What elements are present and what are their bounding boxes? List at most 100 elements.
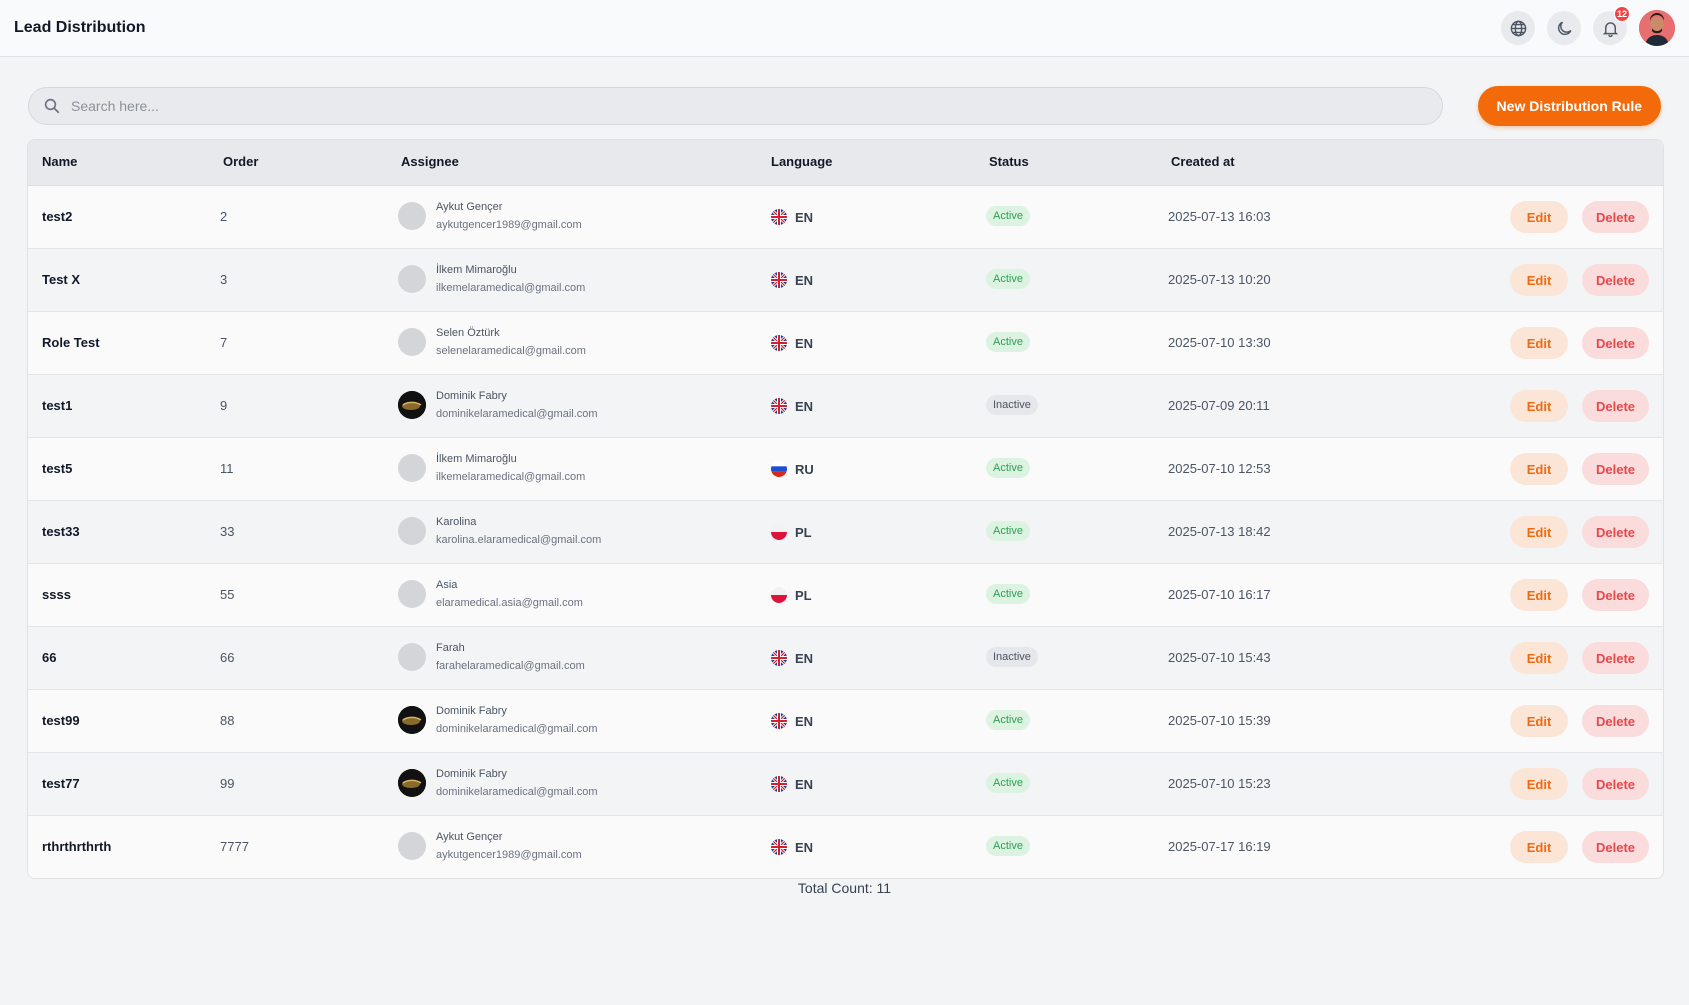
delete-button[interactable]: Delete [1582, 642, 1649, 674]
language-code: EN [795, 776, 814, 792]
column-header-language[interactable]: Language [771, 154, 833, 169]
row-actions: Edit Delete [1510, 579, 1649, 611]
edit-button[interactable]: Edit [1510, 705, 1568, 737]
column-header-created-at[interactable]: Created at [1171, 154, 1235, 169]
edit-button[interactable]: Edit [1510, 768, 1568, 800]
rule-name: Role Test [42, 335, 100, 350]
table-row: test33 33 Karolina karolina.elaramedical… [28, 501, 1663, 564]
assignee-email: selenelaramedical@gmail.com [436, 345, 586, 357]
moon-icon [1557, 21, 1571, 35]
column-header-assignee[interactable]: Assignee [401, 154, 459, 169]
table-row: test5 11 İlkem Mimaroğlu ilkemelaramedic… [28, 438, 1663, 501]
column-header-order[interactable]: Order [223, 154, 259, 169]
notification-badge: 12 [1613, 6, 1630, 22]
assignee-name: Karolina [436, 516, 477, 528]
assignee: Farah farahelaramedical@gmail.com [398, 639, 585, 675]
table-body: test2 2 Aykut Gençer aykutgencer1989@gma… [28, 186, 1663, 878]
assignee: Asia elaramedical.asia@gmail.com [398, 576, 583, 612]
delete-button[interactable]: Delete [1582, 327, 1649, 359]
delete-button[interactable]: Delete [1582, 453, 1649, 485]
assignee-name: Dominik Fabry [436, 705, 507, 717]
table-row: 66 66 Farah farahelaramedical@gmail.com … [28, 627, 1663, 690]
search-input[interactable] [69, 97, 1373, 115]
edit-button[interactable]: Edit [1510, 642, 1568, 674]
assignee-name: İlkem Mimaroğlu [436, 264, 517, 276]
rule-name: test5 [42, 461, 73, 476]
status-cell: Active [986, 521, 1030, 541]
assignee-avatar [398, 265, 426, 293]
edit-button[interactable]: Edit [1510, 201, 1568, 233]
language: EN [771, 335, 813, 351]
delete-button[interactable]: Delete [1582, 705, 1649, 737]
language-button[interactable] [1501, 11, 1535, 45]
theme-toggle-button[interactable] [1547, 11, 1581, 45]
status-cell: Active [986, 710, 1030, 730]
status-badge: Active [986, 773, 1030, 793]
status-cell: Active [986, 836, 1030, 856]
assignee: Dominik Fabry dominikelaramedical@gmail.… [398, 765, 598, 801]
edit-button[interactable]: Edit [1510, 831, 1568, 863]
language-code: EN [795, 209, 814, 225]
delete-button[interactable]: Delete [1582, 579, 1649, 611]
edit-button[interactable]: Edit [1510, 579, 1568, 611]
rule-name: test77 [42, 776, 80, 791]
uk-flag-icon [771, 839, 787, 855]
delete-button[interactable]: Delete [1582, 201, 1649, 233]
table-row: test99 88 Dominik Fabry dominikelaramedi… [28, 690, 1663, 753]
rule-order: 7777 [220, 839, 249, 854]
uk-flag-icon [771, 713, 787, 729]
edit-button[interactable]: Edit [1510, 516, 1568, 548]
rule-name: test1 [42, 398, 73, 413]
toolbar: New Distribution Rule [28, 86, 1661, 126]
assignee-email: ilkemelaramedical@gmail.com [436, 471, 586, 483]
created-at: 2025-07-10 15:23 [1168, 776, 1271, 791]
table-row: ssss 55 Asia elaramedical.asia@gmail.com… [28, 564, 1663, 627]
status-badge: Active [986, 206, 1030, 226]
user-photo-icon [1639, 10, 1675, 46]
table-row: Role Test 7 Selen Öztürk selenelaramedic… [28, 312, 1663, 375]
created-at: 2025-07-17 16:19 [1168, 839, 1271, 854]
delete-button[interactable]: Delete [1582, 831, 1649, 863]
notifications-button[interactable]: 12 [1593, 6, 1630, 45]
edit-button[interactable]: Edit [1510, 453, 1568, 485]
column-header-name[interactable]: Name [42, 154, 78, 169]
created-at: 2025-07-09 20:11 [1168, 398, 1270, 413]
status-badge: Inactive [986, 647, 1038, 667]
edit-button[interactable]: Edit [1510, 327, 1568, 359]
globe-icon [1510, 20, 1526, 36]
rule-name: Test X [42, 272, 81, 287]
assignee-avatar [398, 328, 426, 356]
rule-order: 11 [220, 461, 234, 476]
rule-order: 88 [220, 713, 235, 728]
rule-name: test2 [42, 209, 73, 224]
status-badge: Active [986, 458, 1030, 478]
edit-button[interactable]: Edit [1510, 390, 1568, 422]
column-header-status[interactable]: Status [989, 154, 1029, 169]
assignee-email: ilkemelaramedical@gmail.com [436, 282, 586, 294]
rule-name: test33 [42, 524, 80, 539]
assignee: İlkem Mimaroğlu ilkemelaramedical@gmail.… [398, 261, 585, 297]
edit-button[interactable]: Edit [1510, 264, 1568, 296]
assignee-avatar [398, 517, 426, 545]
total-count: Total Count: 11 [797, 880, 892, 896]
delete-button[interactable]: Delete [1582, 390, 1649, 422]
created-at: 2025-07-10 16:17 [1168, 587, 1271, 602]
language: EN [771, 839, 813, 855]
rule-order: 66 [220, 650, 235, 665]
created-at: 2025-07-13 18:42 [1168, 524, 1271, 539]
language-code: EN [795, 839, 814, 855]
user-avatar[interactable] [1639, 10, 1675, 46]
rule-order: 2 [220, 209, 228, 224]
language-code: EN [795, 398, 814, 414]
delete-button[interactable]: Delete [1582, 264, 1649, 296]
delete-button[interactable]: Delete [1582, 516, 1649, 548]
delete-button[interactable]: Delete [1582, 768, 1649, 800]
language: PL [771, 524, 812, 540]
row-actions: Edit Delete [1510, 453, 1649, 485]
search-box[interactable] [28, 87, 1443, 125]
assignee-avatar [398, 202, 426, 230]
row-actions: Edit Delete [1510, 705, 1649, 737]
assignee: İlkem Mimaroğlu ilkemelaramedical@gmail.… [398, 450, 585, 486]
assignee-email: dominikelaramedical@gmail.com [436, 408, 598, 420]
new-distribution-rule-button[interactable]: New Distribution Rule [1477, 86, 1661, 126]
